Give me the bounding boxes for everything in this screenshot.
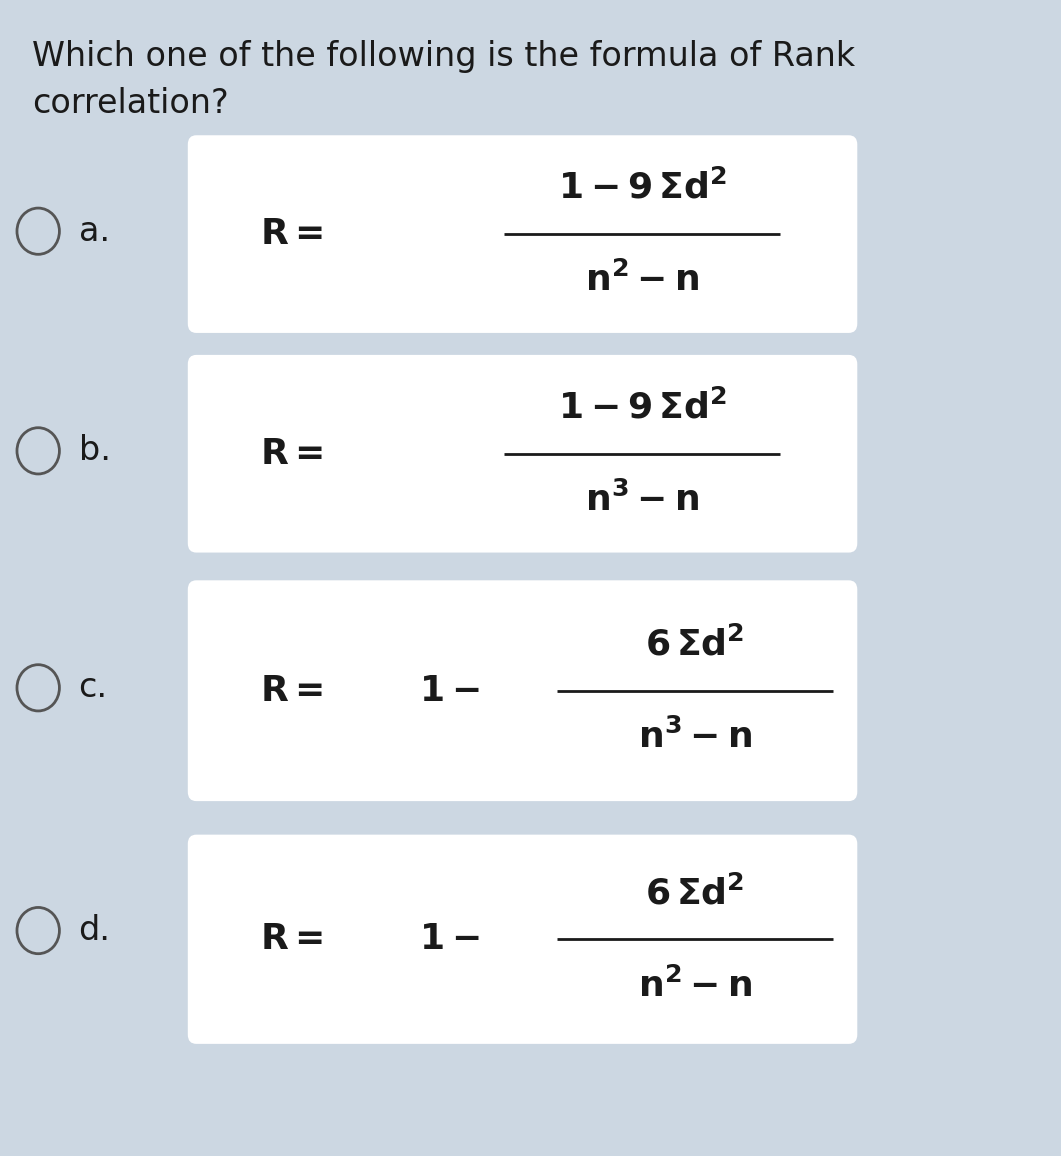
Text: d.: d. xyxy=(79,914,110,947)
Text: $\mathbf{6\,\Sigma d^2}$: $\mathbf{6\,\Sigma d^2}$ xyxy=(645,627,745,662)
FancyBboxPatch shape xyxy=(188,135,857,333)
FancyBboxPatch shape xyxy=(188,835,857,1044)
Text: $\mathbf{R =}$: $\mathbf{R =}$ xyxy=(260,437,324,470)
Text: $\mathbf{n^3 - n}$: $\mathbf{n^3 - n}$ xyxy=(638,719,752,755)
Text: a.: a. xyxy=(79,215,109,247)
FancyBboxPatch shape xyxy=(188,580,857,801)
Text: c.: c. xyxy=(79,672,107,704)
Text: $\mathbf{R =}$: $\mathbf{R =}$ xyxy=(260,674,324,707)
Text: b.: b. xyxy=(79,435,110,467)
Text: $\mathbf{R =}$: $\mathbf{R =}$ xyxy=(260,922,324,956)
Text: $\mathbf{6\,\Sigma d^2}$: $\mathbf{6\,\Sigma d^2}$ xyxy=(645,875,745,911)
Text: $\mathbf{1 - 9\,\Sigma d^2}$: $\mathbf{1 - 9\,\Sigma d^2}$ xyxy=(557,170,727,206)
Text: $\mathbf{1 - 9\,\Sigma d^2}$: $\mathbf{1 - 9\,\Sigma d^2}$ xyxy=(557,390,727,425)
Text: $\mathbf{1-}$: $\mathbf{1-}$ xyxy=(419,674,480,707)
Text: Which one of the following is the formula of Rank: Which one of the following is the formul… xyxy=(32,40,855,74)
Text: $\mathbf{R =}$: $\mathbf{R =}$ xyxy=(260,217,324,251)
FancyBboxPatch shape xyxy=(188,355,857,553)
Text: correlation?: correlation? xyxy=(32,87,228,120)
Text: $\mathbf{1-}$: $\mathbf{1-}$ xyxy=(419,922,480,956)
Text: $\mathbf{n^2 - n}$: $\mathbf{n^2 - n}$ xyxy=(585,262,699,298)
Text: $\mathbf{n^3 - n}$: $\mathbf{n^3 - n}$ xyxy=(585,482,699,518)
Text: $\mathbf{n^2 - n}$: $\mathbf{n^2 - n}$ xyxy=(638,968,752,1003)
